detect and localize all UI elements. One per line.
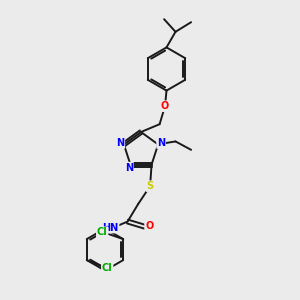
Text: O: O xyxy=(145,221,153,231)
Text: N: N xyxy=(157,138,165,148)
Text: O: O xyxy=(161,101,169,111)
Text: N: N xyxy=(125,163,133,172)
Text: N: N xyxy=(116,138,124,148)
Text: Cl: Cl xyxy=(102,262,112,273)
Text: HN: HN xyxy=(102,223,119,232)
Text: Cl: Cl xyxy=(97,227,108,237)
Text: S: S xyxy=(146,181,154,191)
